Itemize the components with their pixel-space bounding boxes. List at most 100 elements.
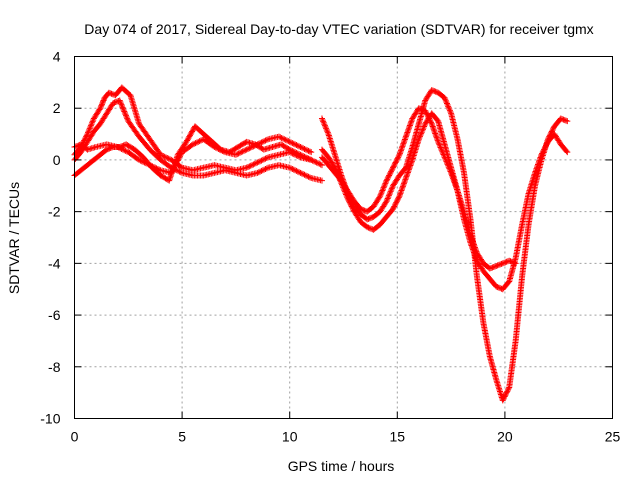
data-point	[263, 136, 270, 143]
data-point	[418, 130, 425, 137]
data-point	[250, 161, 257, 168]
data-point	[254, 159, 261, 166]
data-point	[394, 197, 401, 204]
data-point	[243, 146, 250, 153]
data-point	[442, 157, 449, 164]
data-point	[502, 390, 509, 397]
data-point	[162, 154, 169, 161]
data-point	[261, 166, 268, 173]
data-point	[505, 385, 512, 392]
data-point	[383, 177, 390, 184]
data-point	[498, 260, 505, 267]
data-point	[177, 163, 184, 170]
data-point	[324, 129, 331, 136]
data-point	[392, 159, 399, 166]
data-point	[124, 115, 131, 122]
data-point	[443, 100, 450, 107]
data-point	[415, 136, 422, 143]
data-point	[360, 207, 367, 214]
data-point	[389, 206, 396, 213]
data-point	[391, 160, 398, 167]
data-point	[305, 155, 312, 162]
data-point	[290, 148, 297, 155]
data-point	[137, 157, 144, 164]
data-point	[173, 160, 180, 167]
data-point	[445, 162, 452, 169]
data-point	[321, 121, 328, 128]
data-point	[165, 155, 172, 162]
data-point	[348, 202, 355, 209]
data-point	[176, 154, 183, 161]
data-point	[297, 144, 304, 150]
data-point	[300, 145, 307, 152]
data-point	[550, 125, 557, 132]
data-point	[136, 156, 143, 163]
data-point	[288, 139, 295, 146]
data-point	[122, 147, 129, 154]
data-point	[284, 137, 291, 144]
data-point	[193, 139, 200, 146]
data-point	[391, 162, 398, 169]
data-point	[559, 116, 566, 123]
data-point	[501, 393, 508, 400]
data-point	[384, 176, 391, 183]
data-point	[504, 388, 511, 395]
data-point	[366, 225, 373, 232]
data-point	[294, 168, 301, 175]
data-point	[497, 261, 504, 268]
data-point	[502, 392, 509, 399]
data-point	[494, 284, 501, 291]
data-point	[421, 122, 428, 129]
data-point	[232, 151, 239, 158]
data-point	[380, 184, 387, 191]
data-point	[294, 142, 301, 149]
data-point	[74, 142, 81, 149]
data-point	[302, 154, 309, 161]
data-point	[306, 148, 313, 155]
x-tick-label: 20	[497, 429, 513, 445]
data-point	[177, 151, 184, 158]
data-point	[499, 397, 506, 404]
data-point	[261, 138, 268, 145]
data-point	[419, 126, 426, 133]
data-point	[257, 140, 264, 147]
data-point	[387, 189, 394, 196]
data-point	[196, 138, 203, 145]
data-point	[510, 259, 517, 266]
data-point	[140, 158, 147, 165]
data-point	[298, 170, 305, 177]
data-point	[246, 163, 253, 170]
data-point	[85, 128, 92, 135]
data-point	[563, 117, 570, 124]
data-point	[391, 202, 398, 209]
data-point	[306, 156, 313, 163]
data-point	[377, 193, 384, 200]
data-point	[189, 128, 196, 135]
data-point	[378, 190, 385, 197]
data-point	[286, 138, 293, 145]
data-point	[239, 148, 246, 155]
data-point	[255, 158, 262, 165]
x-tick-label: 5	[178, 429, 186, 445]
data-point	[379, 187, 386, 194]
data-point	[103, 146, 110, 153]
data-point	[259, 167, 266, 174]
data-point	[560, 116, 567, 123]
data-point	[277, 134, 284, 141]
data-point	[313, 159, 320, 166]
data-point	[110, 100, 117, 107]
data-point	[123, 114, 130, 121]
data-point	[86, 126, 93, 133]
data-point	[390, 163, 397, 170]
data-point	[251, 142, 258, 149]
data-point	[511, 259, 518, 266]
data-point	[385, 194, 392, 201]
y-tick-label: -4	[48, 255, 61, 271]
data-point	[443, 99, 450, 106]
data-point	[186, 133, 193, 140]
x-tick-label: 0	[71, 429, 79, 445]
data-point	[395, 194, 402, 201]
data-point	[215, 145, 222, 152]
data-point	[435, 140, 442, 147]
data-point	[317, 161, 324, 168]
